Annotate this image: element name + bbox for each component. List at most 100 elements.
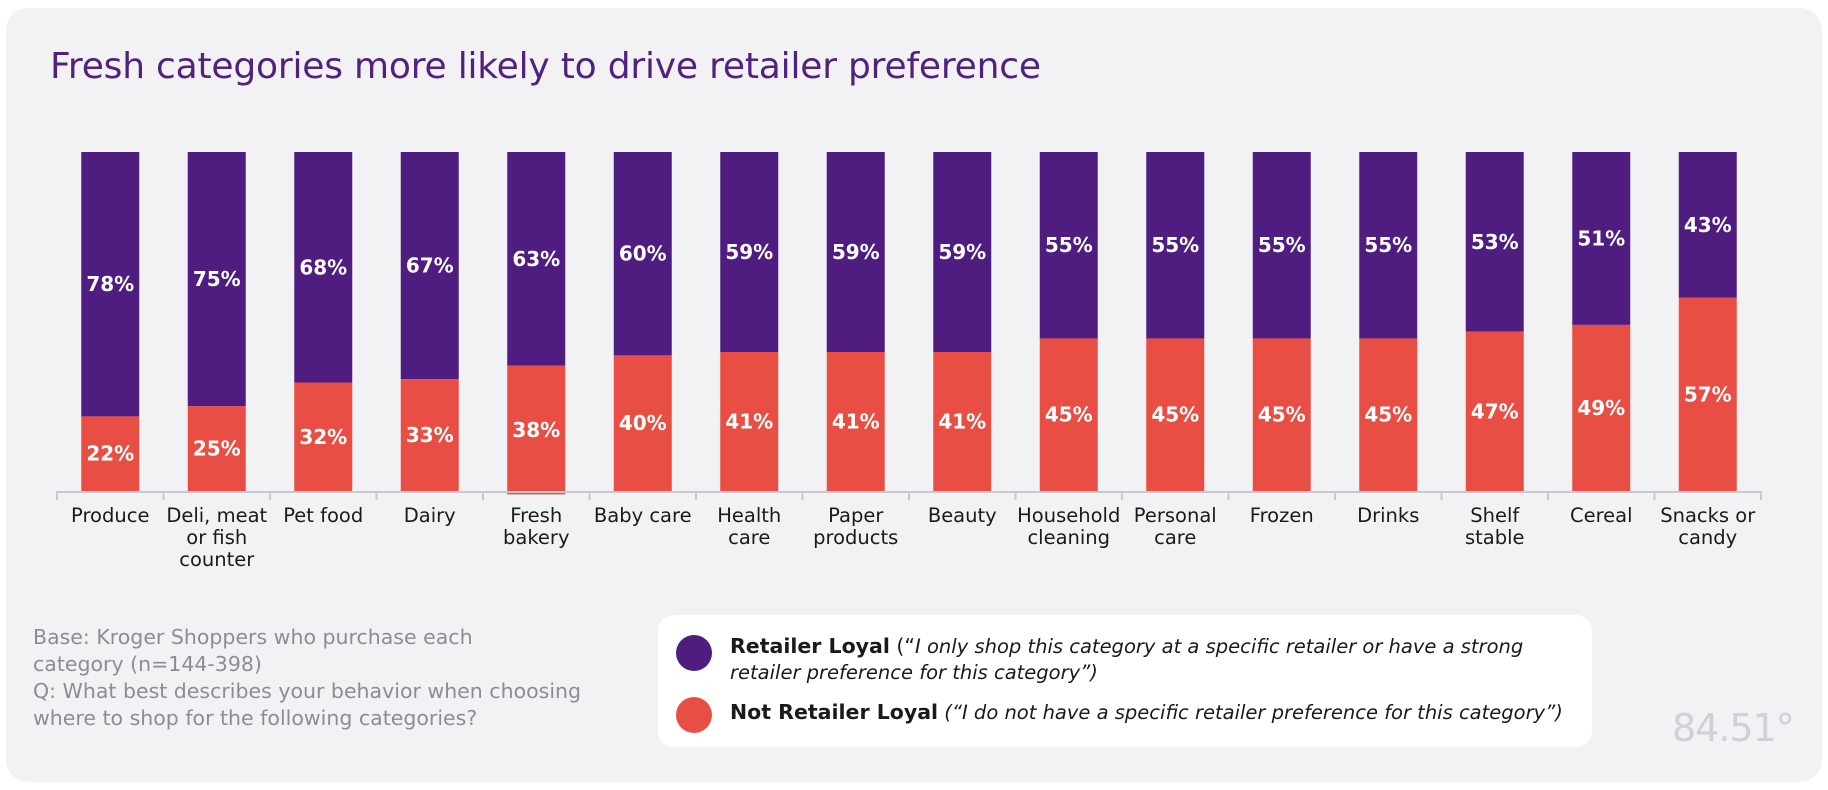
bar-loyal	[294, 152, 353, 383]
data-label-loyal: 75%	[193, 267, 241, 291]
bar-loyal	[400, 152, 459, 380]
category-label: candy	[1678, 526, 1737, 549]
bar-loyal	[1146, 152, 1205, 339]
bar-loyal	[613, 152, 672, 356]
legend-desc-open: (“	[889, 634, 916, 658]
data-label-loyal: 68%	[299, 255, 347, 279]
data-label-not-loyal: 45%	[1151, 403, 1199, 427]
legend-name-loyal: Retailer Loyal	[730, 634, 890, 658]
bar-loyal	[81, 152, 140, 417]
bar-not-loyal	[1146, 338, 1205, 491]
data-label-loyal: 55%	[1151, 233, 1199, 257]
category-label: Baby care	[594, 504, 692, 527]
category-label: Paper	[828, 504, 884, 527]
category-label: Snacks or	[1660, 504, 1756, 527]
data-label-loyal: 59%	[938, 240, 986, 264]
bar-not-loyal	[294, 382, 353, 491]
category-label: Household	[1017, 504, 1120, 527]
data-label-not-loyal: 40%	[619, 411, 667, 435]
legend-text-not-loyal: Not Retailer Loyal (“I do not have a spe…	[730, 699, 1563, 726]
category-label: Fresh	[510, 504, 562, 527]
question-line-2: where to shop for the following categori…	[33, 706, 478, 730]
category-label: bakery	[503, 526, 569, 549]
category-label: Pet food	[283, 504, 363, 527]
bar-loyal	[1359, 152, 1418, 339]
base-line-1: Base: Kroger Shoppers who purchase each	[33, 625, 473, 649]
bar-loyal	[1252, 152, 1311, 339]
data-label-not-loyal: 41%	[938, 410, 986, 434]
chart-legend: Retailer Loyal (“I only shop this catego…	[658, 615, 1592, 747]
category-label: or fish	[186, 526, 247, 549]
category-label: Frozen	[1250, 504, 1314, 527]
category-label: care	[728, 526, 770, 549]
category-label: Health	[717, 504, 781, 527]
data-label-not-loyal: 45%	[1364, 403, 1412, 427]
bar-loyal	[720, 152, 779, 353]
data-label-not-loyal: 41%	[832, 410, 880, 434]
category-label: Personal	[1134, 504, 1217, 527]
chart-title: Fresh categories more likely to drive re…	[50, 46, 1041, 87]
base-note: Base: Kroger Shoppers who purchase each …	[33, 624, 613, 732]
data-label-loyal: 63%	[512, 247, 560, 271]
data-label-loyal: 59%	[832, 240, 880, 264]
category-label: counter	[179, 548, 255, 571]
bar-loyal	[1465, 152, 1524, 332]
category-label: Dairy	[404, 504, 456, 527]
legend-desc-loyal-1: I only shop this category at a specific …	[915, 635, 1524, 658]
data-label-not-loyal: 49%	[1577, 396, 1625, 420]
data-label-not-loyal: 38%	[512, 418, 560, 442]
data-label-loyal: 51%	[1577, 226, 1625, 250]
bar-not-loyal	[613, 355, 672, 491]
bar-not-loyal	[81, 416, 140, 491]
data-label-not-loyal: 45%	[1045, 403, 1093, 427]
data-label-loyal: 67%	[406, 254, 454, 278]
bar-loyal	[187, 152, 246, 407]
legend-swatch-not-loyal	[676, 697, 712, 733]
bar-not-loyal	[720, 352, 779, 491]
data-label-loyal: 60%	[619, 242, 667, 266]
bar-loyal	[1678, 152, 1737, 298]
bar-loyal	[1039, 152, 1098, 339]
category-label: Deli, meat	[166, 504, 267, 527]
bar-not-loyal	[1252, 338, 1311, 491]
data-label-loyal: 43%	[1684, 213, 1732, 237]
data-label-loyal: 59%	[725, 240, 773, 264]
bar-loyal	[933, 152, 992, 353]
bar-not-loyal	[1678, 297, 1737, 491]
bar-not-loyal	[1039, 338, 1098, 491]
category-label: Produce	[71, 504, 149, 527]
bar-not-loyal	[933, 352, 992, 491]
legend-desc-not-loyal: (“I do not have a specific retailer pref…	[938, 701, 1563, 724]
legend-name-not-loyal: Not Retailer Loyal	[730, 700, 939, 724]
legend-desc-loyal-2: retailer preference for this category”)	[730, 661, 1098, 684]
bar-loyal	[507, 152, 566, 366]
data-label-not-loyal: 57%	[1684, 382, 1732, 406]
legend-text-loyal: Retailer Loyal (“I only shop this catego…	[730, 633, 1523, 686]
category-label: Beauty	[928, 504, 997, 527]
data-label-loyal: 55%	[1258, 233, 1306, 257]
legend-item-not-loyal: Not Retailer Loyal (“I do not have a spe…	[676, 695, 1563, 733]
bar-not-loyal	[400, 379, 459, 491]
bar-not-loyal	[1465, 331, 1524, 491]
legend-item-loyal: Retailer Loyal (“I only shop this catego…	[676, 633, 1523, 686]
data-label-loyal: 55%	[1045, 233, 1093, 257]
data-label-not-loyal: 45%	[1258, 403, 1306, 427]
question-line-1: Q: What best describes your behavior whe…	[33, 679, 582, 703]
data-label-not-loyal: 25%	[193, 437, 241, 461]
bar-not-loyal	[826, 352, 885, 491]
category-label: care	[1154, 526, 1196, 549]
data-label-not-loyal: 32%	[299, 425, 347, 449]
data-label-loyal: 53%	[1471, 230, 1519, 254]
bar-not-loyal	[507, 365, 566, 495]
bar-not-loyal	[1572, 324, 1631, 491]
brand-logo: 84.51°	[1672, 706, 1795, 750]
bar-not-loyal	[187, 406, 246, 491]
data-label-not-loyal: 33%	[406, 423, 454, 447]
category-label: Drinks	[1357, 504, 1419, 527]
data-label-not-loyal: 47%	[1471, 399, 1519, 423]
category-label: products	[813, 526, 898, 549]
bar-loyal	[1572, 152, 1631, 325]
category-label: Shelf	[1470, 504, 1520, 527]
bar-not-loyal	[1359, 338, 1418, 491]
